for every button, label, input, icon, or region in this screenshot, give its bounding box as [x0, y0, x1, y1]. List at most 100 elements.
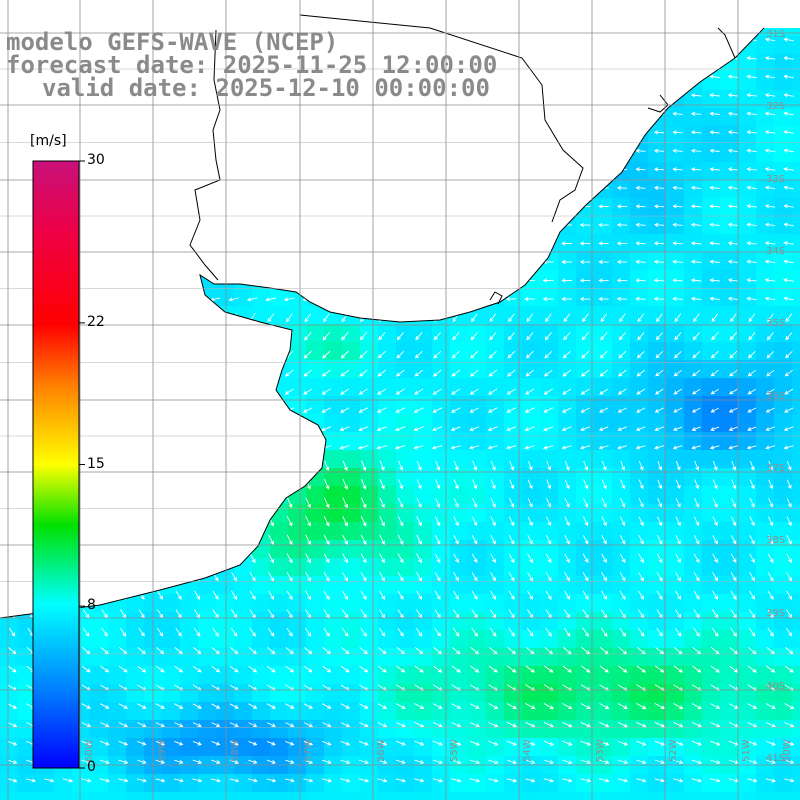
- wind-arrow: [783, 130, 794, 135]
- wind-arrow: [509, 497, 515, 508]
- wind-arrow: [413, 407, 424, 413]
- wind-arrow: [655, 332, 663, 341]
- wind-arrow: [749, 516, 755, 527]
- wind-arrow: [360, 572, 367, 582]
- wind-arrow: [731, 460, 737, 471]
- wind-arrow: [616, 185, 628, 190]
- wind-arrow: [137, 647, 146, 655]
- wind-arrow: [619, 572, 626, 582]
- wind-arrow: [268, 553, 274, 564]
- wind-arrow: [654, 445, 665, 450]
- wind-arrow: [712, 590, 718, 600]
- wind-arrow: [451, 740, 462, 746]
- wind-arrow: [653, 185, 665, 190]
- wind-arrow: [435, 460, 441, 471]
- wind-arrow: [340, 388, 350, 395]
- wind-arrow: [211, 647, 220, 655]
- wind-arrow: [285, 703, 295, 709]
- wind-arrow: [545, 313, 552, 323]
- wind-arrow: [767, 572, 774, 582]
- wind-arrow: [690, 185, 702, 190]
- wind-arrow: [359, 722, 369, 728]
- wind-arrow: [543, 426, 554, 432]
- wind-arrow: [746, 56, 757, 61]
- wind-arrow: [192, 778, 203, 783]
- wind-arrow: [635, 296, 646, 301]
- wind-arrow: [303, 722, 314, 728]
- wind-arrow: [766, 665, 776, 673]
- wind-arrow: [656, 572, 663, 582]
- wind-arrow: [710, 350, 719, 359]
- wind-arrow: [432, 778, 444, 783]
- wind-arrow: [450, 445, 461, 450]
- wind-arrow: [8, 647, 17, 655]
- wind-arrow: [675, 461, 681, 471]
- wind-arrow: [543, 740, 554, 746]
- wind-arrow: [635, 259, 646, 264]
- wind-arrow: [691, 703, 702, 709]
- wind-arrow: [675, 516, 681, 527]
- wind-arrow: [619, 313, 626, 323]
- wind-arrow: [339, 407, 350, 413]
- wind-arrow: [321, 759, 332, 765]
- wind-arrow: [746, 241, 757, 246]
- wind-arrow: [562, 721, 573, 728]
- latitude-label: 39S: [766, 608, 785, 619]
- wind-arrow: [358, 388, 368, 395]
- wind-arrow: [396, 665, 406, 673]
- wind-arrow: [638, 590, 644, 600]
- wind-arrow: [638, 572, 644, 582]
- wind-arrow: [580, 778, 592, 783]
- wind-arrow: [119, 627, 127, 637]
- wind-arrow: [81, 759, 92, 765]
- latitude-labels: 31S 32S 33S 34S 35S 36S 37S 38S 39S 40S 41S: [766, 29, 785, 764]
- wind-arrow: [693, 627, 700, 637]
- wind-arrow: [768, 498, 774, 508]
- wind-arrow: [786, 553, 792, 564]
- wind-arrow: [416, 534, 422, 545]
- wind-arrow: [599, 350, 608, 359]
- wind-arrow: [490, 553, 496, 564]
- wind-arrow: [544, 332, 552, 341]
- wind-arrow: [361, 460, 367, 472]
- wind-arrow: [416, 590, 422, 600]
- wind-arrow: [747, 426, 757, 431]
- wind-arrow: [598, 259, 609, 264]
- wind-arrow: [656, 627, 663, 637]
- wind-arrow: [118, 722, 129, 728]
- wind-arrow: [583, 479, 589, 490]
- wind-arrow: [361, 478, 367, 490]
- wind-arrow: [690, 167, 702, 172]
- wind-arrow: [783, 296, 794, 301]
- wind-arrow: [783, 259, 794, 264]
- wind-arrow: [656, 313, 663, 323]
- wind-arrow: [395, 721, 406, 728]
- wind-arrow: [561, 259, 572, 265]
- wind-arrow: [377, 703, 388, 709]
- wind-arrow: [415, 627, 423, 637]
- wind-arrow: [730, 590, 737, 600]
- wind-arrow: [580, 407, 590, 413]
- wind-arrow: [693, 534, 700, 545]
- wind-arrow: [616, 241, 628, 246]
- wind-arrow: [543, 778, 555, 783]
- wind-arrow: [321, 388, 331, 395]
- wind-arrow: [451, 778, 462, 783]
- wind-arrow: [247, 778, 258, 783]
- wind-arrow: [728, 407, 738, 413]
- wind-arrow: [765, 426, 775, 432]
- wind-arrow: [527, 460, 533, 471]
- wind-arrow: [284, 369, 294, 377]
- wind-arrow: [654, 703, 666, 710]
- wind-arrow: [340, 665, 350, 673]
- wind-arrow: [784, 778, 795, 783]
- wind-arrow: [434, 627, 441, 637]
- wind-arrow: [543, 703, 555, 710]
- wind-arrow: [655, 350, 664, 359]
- wind-arrow: [581, 332, 590, 341]
- wind-arrow: [673, 703, 684, 709]
- wind-arrow: [508, 572, 515, 582]
- wind-arrow: [599, 369, 609, 377]
- wind-arrow: [635, 222, 646, 227]
- wind-arrow: [360, 627, 367, 637]
